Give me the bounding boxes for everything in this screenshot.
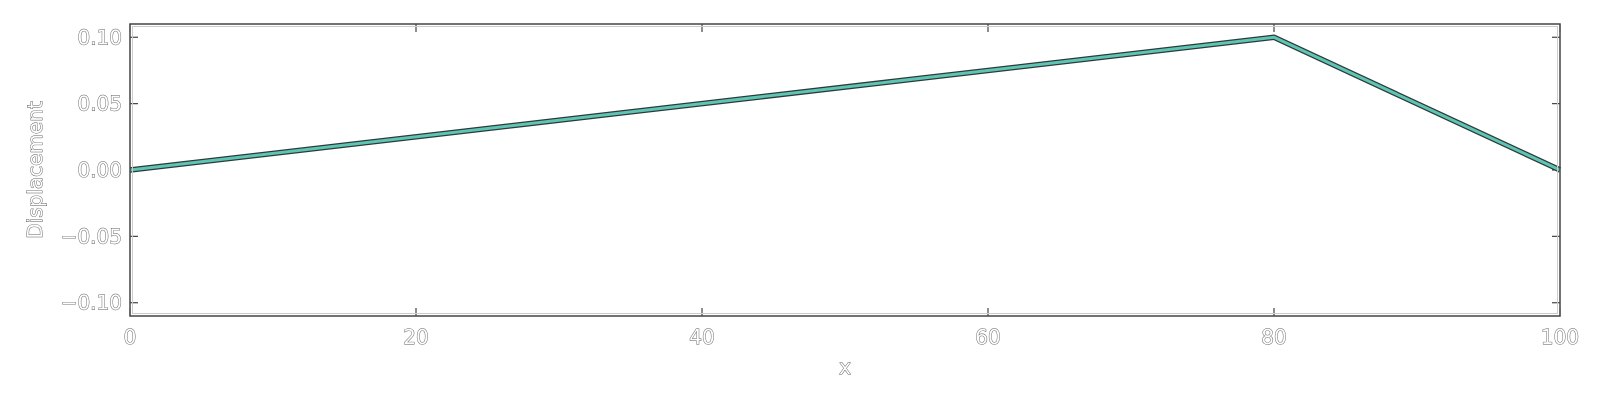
plot-frame-inner [132,26,1558,314]
series-line [129,35,1561,172]
y-axis-label: Displacement [23,101,47,239]
y-tick-label: 0.10 [77,25,122,49]
series-layer [129,34,1562,173]
x-tick-label: 60 [975,325,1000,349]
x-tick-label: 100 [1541,325,1579,349]
x-ticks: 0 20 40 60 80 100 [123,24,1580,349]
y-tick-label: −0.05 [61,224,122,248]
x-tick-label: 80 [1261,325,1286,349]
plot-frame [129,23,1561,317]
y-ticks: −0.10 −0.05 0.00 0.05 0.10 [60,25,1560,315]
y-tick-label: 0.00 [77,158,122,182]
plot-area [130,24,1560,316]
y-tick-label: 0.05 [77,92,122,116]
x-tick-label: 0 [124,325,137,349]
y-tick-label: −0.10 [61,291,122,315]
x-tick-label: 20 [403,325,428,349]
x-axis-label: x [839,355,851,379]
x-tick-label: 40 [689,325,714,349]
